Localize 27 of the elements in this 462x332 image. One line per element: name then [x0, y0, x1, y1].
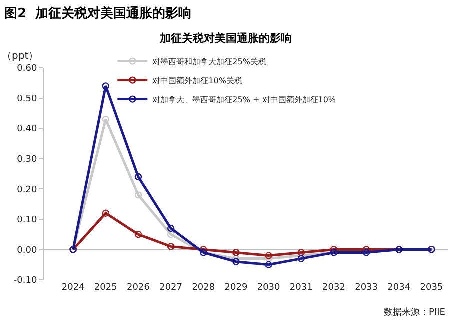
- y-tick-label: 0.60: [17, 64, 38, 74]
- y-tick-label: -0.10: [14, 276, 38, 286]
- x-tick-label: 2026: [127, 283, 150, 293]
- x-tick-label: 2030: [257, 283, 281, 293]
- x-tick-label: 2032: [322, 283, 346, 293]
- x-tick-label: 2025: [94, 283, 118, 293]
- y-tick-label: 0.00: [17, 246, 38, 256]
- chart-subtitle: 加征关税对美国通胀的影响: [159, 32, 292, 45]
- y-axis-title: （ppt）: [2, 51, 39, 62]
- y-tick-label: 0.10: [17, 216, 38, 226]
- y-tick-label: 0.20: [17, 185, 38, 196]
- x-tick-label: 2031: [290, 283, 313, 293]
- x-tick-label: 2034: [388, 283, 411, 293]
- legend-label: 对墨西哥和加拿大加征25%关税: [152, 57, 266, 66]
- x-tick-label: 2027: [160, 283, 183, 293]
- legend-label: 对中国额外加征10%关税: [152, 76, 242, 86]
- legend-label: 对加拿大、墨西哥加征25% + 对中国额外加征10%: [152, 95, 336, 104]
- source-note: 数据来源：PIIE: [384, 307, 446, 318]
- x-tick-label: 2024: [62, 283, 86, 293]
- y-tick-label: 0.40: [17, 124, 38, 135]
- y-tick-label: 0.30: [17, 155, 38, 166]
- x-tick-label: 2029: [224, 283, 248, 293]
- y-tick-label: 0.50: [17, 94, 38, 104]
- chart-title: 图2 加征关税对美国通胀的影响: [4, 5, 192, 22]
- x-tick-label: 2028: [192, 283, 216, 293]
- x-tick-label: 2033: [355, 283, 378, 293]
- x-tick-label: 2035: [420, 283, 444, 293]
